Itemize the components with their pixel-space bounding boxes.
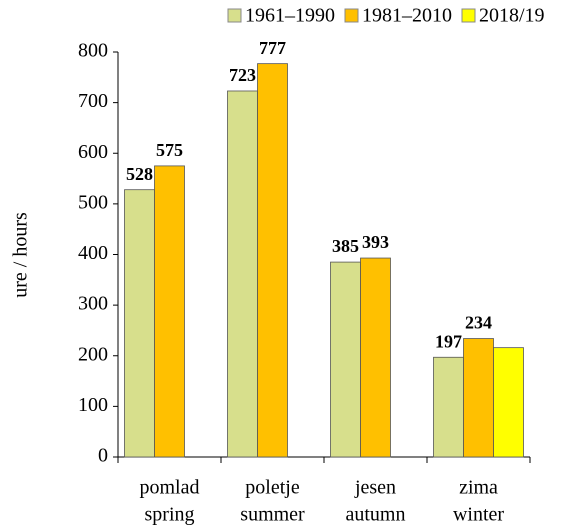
- y-tick-label: 600: [78, 141, 108, 163]
- x-tick-label: jesen: [354, 477, 396, 499]
- legend-swatch: [344, 8, 359, 23]
- value-label: 777: [259, 38, 286, 58]
- bar: [433, 356, 464, 458]
- bar: [463, 338, 494, 458]
- value-label: 385: [332, 236, 359, 256]
- legend-swatch: [227, 8, 242, 23]
- y-tick-label: 400: [78, 242, 108, 264]
- x-tick-label: pomlad: [140, 477, 200, 499]
- y-tick-label: 300: [78, 293, 108, 315]
- bar: [154, 165, 185, 458]
- y-tick-label: 100: [78, 394, 108, 416]
- y-tick-label: 700: [78, 90, 108, 112]
- value-label: 575: [156, 140, 183, 160]
- x-tick-label: spring: [145, 504, 195, 526]
- legend-label: 1981–2010: [362, 5, 452, 27]
- x-tick-label: autumn: [346, 504, 406, 526]
- x-tick-label: summer: [240, 504, 305, 526]
- y-tick-label: 200: [78, 343, 108, 365]
- x-tick-label: poletje: [245, 477, 300, 499]
- legend-label: 1961–1990: [245, 5, 335, 27]
- y-tick-label: 800: [78, 40, 108, 62]
- bar: [330, 261, 361, 458]
- bar: [257, 63, 288, 458]
- bar: [493, 347, 524, 458]
- y-axis-label: ure / hours: [10, 212, 32, 298]
- y-tick-label: 500: [78, 191, 108, 213]
- value-label: 528: [126, 164, 153, 184]
- bar: [124, 189, 155, 458]
- legend-label: 2018/19: [479, 5, 545, 27]
- bar: [227, 90, 258, 458]
- y-tick-label: 0: [98, 445, 108, 467]
- legend-swatch: [461, 8, 476, 23]
- bar: [360, 257, 391, 458]
- value-label: 197: [435, 331, 462, 351]
- value-label: 723: [229, 65, 256, 85]
- value-label: 234: [465, 313, 492, 333]
- x-tick-label: winter: [453, 504, 504, 526]
- value-label: 393: [362, 232, 389, 252]
- x-tick-label: zima: [459, 477, 498, 499]
